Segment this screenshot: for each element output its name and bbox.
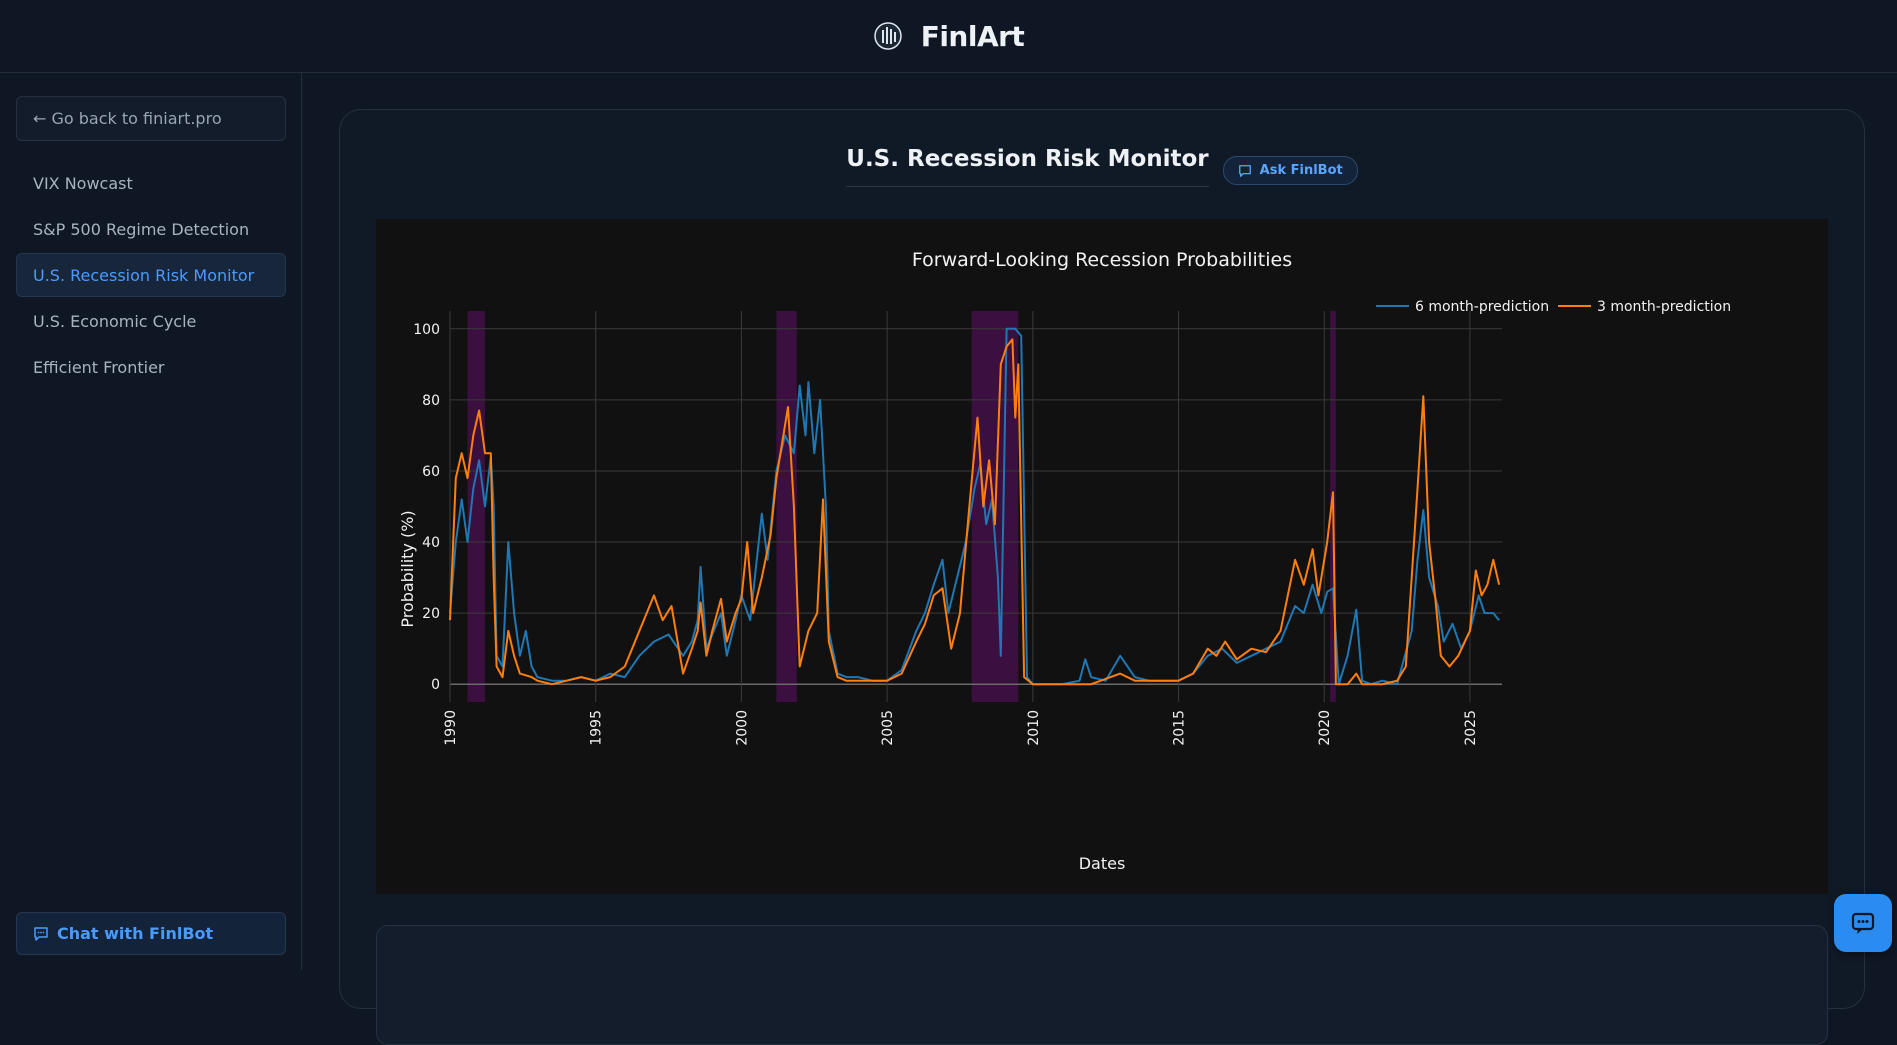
x-tick-label-6: 2020 <box>1317 710 1333 746</box>
chat-button-label: Chat with FinlBot <box>57 924 214 943</box>
y-tick-label-4: 80 <box>422 393 440 409</box>
secondary-panel <box>376 925 1828 1045</box>
go-back-button[interactable]: ← Go back to finiart.pro <box>16 96 286 141</box>
x-tick-label-1: 1995 <box>589 710 605 746</box>
recession-band-1 <box>776 311 797 702</box>
recession-shading <box>467 311 1336 702</box>
chart-title: Forward-Looking Recession Probabilities <box>912 249 1292 271</box>
x-tick-label-4: 2010 <box>1026 710 1042 746</box>
chart-svg[interactable]: Forward-Looking Recession Probabilities … <box>376 219 1828 894</box>
legend-label-6m[interactable]: 6 month-prediction <box>1415 299 1549 315</box>
sidebar-item-vix-nowcast[interactable]: VIX Nowcast <box>33 173 133 193</box>
x-tick-label-5: 2015 <box>1172 710 1188 746</box>
y-tick-label-5: 100 <box>413 322 440 338</box>
chat-icon <box>1238 164 1251 177</box>
recession-probability-chart[interactable]: Forward-Looking Recession Probabilities … <box>376 219 1828 894</box>
y-tick-label-3: 60 <box>422 464 440 480</box>
recession-band-0 <box>467 311 485 702</box>
legend-label-3m[interactable]: 3 month-prediction <box>1597 299 1731 315</box>
chat-icon <box>34 926 48 941</box>
chat-with-finlbot-button[interactable]: Chat with FinlBot <box>16 912 286 955</box>
main-card: U.S. Recession Risk Monitor Ask FinlBot … <box>339 109 1865 1045</box>
ask-button-label: Ask FinlBot <box>1259 163 1343 178</box>
finlart-logo-icon <box>873 22 902 50</box>
chat-fab-button[interactable] <box>1834 894 1892 952</box>
series-line-1[interactable] <box>449 338 1501 686</box>
brand-name: FinlArt <box>920 19 1025 53</box>
x-tick-label-7: 2025 <box>1463 710 1479 746</box>
legend[interactable]: 6 month-prediction 3 month-prediction <box>1376 299 1731 315</box>
ask-finlbot-button[interactable]: Ask FinlBot <box>1222 156 1358 185</box>
sidebar-item-recession-risk[interactable]: U.S. Recession Risk Monitor <box>16 253 286 297</box>
y-tick-label-2: 40 <box>422 535 440 551</box>
y-axis-label: Probability (%) <box>398 510 417 627</box>
sidebar-item-sp500-regime[interactable]: S&P 500 Regime Detection <box>33 219 250 239</box>
sidebar-item-efficient-frontier[interactable]: Efficient Frontier <box>33 357 165 377</box>
x-axis-label: Dates <box>1079 854 1126 873</box>
y-axis-ticks: 0 20 40 60 80 100 <box>413 322 440 693</box>
sidebar-nav: VIX Nowcast S&P 500 Regime Detection U.S… <box>16 161 286 391</box>
sidebar: ← Go back to finiart.pro VIX Nowcast S&P… <box>0 73 302 970</box>
chart-grid <box>449 311 1502 702</box>
x-tick-label-2: 2000 <box>734 710 750 746</box>
top-bar: FinlArt <box>0 0 1897 73</box>
x-tick-label-0: 1990 <box>443 710 459 746</box>
y-tick-label-0: 0 <box>431 677 440 693</box>
title-row: U.S. Recession Risk Monitor Ask FinlBot <box>340 146 1864 187</box>
page-title: U.S. Recession Risk Monitor <box>846 146 1209 187</box>
x-tick-label-3: 2005 <box>880 710 896 746</box>
chat-bubble-icon <box>1851 912 1875 934</box>
sidebar-item-economic-cycle[interactable]: U.S. Economic Cycle <box>33 311 197 331</box>
y-tick-label-1: 20 <box>422 606 440 622</box>
x-axis-ticks: 1990 1995 2000 2005 2010 2015 2020 2025 <box>443 710 1479 746</box>
brand[interactable]: FinlArt <box>873 20 1025 53</box>
series-lines <box>449 327 1501 686</box>
